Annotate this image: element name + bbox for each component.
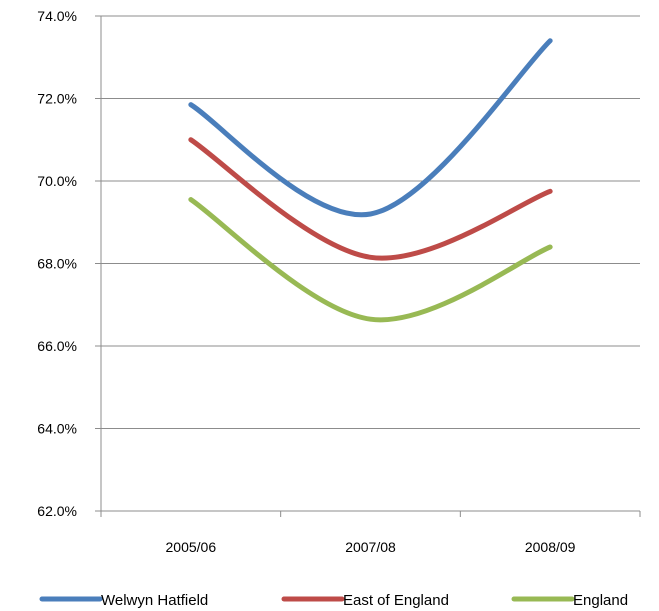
x-tick-label: 2008/09 xyxy=(525,539,576,555)
gridlines xyxy=(101,15,640,429)
axes: 62.0% 64.0% 66.0% 68.0% 70.0% 72.0% 74.0% 2005/… xyxy=(37,8,641,555)
y-tick-label: 74.0% xyxy=(37,8,77,24)
series-line-england xyxy=(188,197,553,323)
legend-item-welwyn-hatfield: Welwyn Hatfield xyxy=(39,592,208,609)
x-tick-label: 2007/08 xyxy=(345,539,396,555)
y-tick-label: 70.0% xyxy=(37,173,77,189)
series-line-welwyn-hatfield xyxy=(188,38,553,218)
legend-item-england: England xyxy=(511,592,628,609)
y-tick-label: 66.0% xyxy=(37,338,77,354)
y-tick-label: 68.0% xyxy=(37,256,77,272)
series-line-east-of-england xyxy=(188,137,553,261)
series-lines xyxy=(188,38,553,323)
legend-label: East of England xyxy=(343,592,449,609)
legend-item-east-of-england: East of England xyxy=(281,592,449,609)
legend-label: Welwyn Hatfield xyxy=(101,592,208,609)
y-tick-label: 64.0% xyxy=(37,421,77,437)
legend: Welwyn Hatfield East of England England xyxy=(39,592,628,609)
y-tick-label: 62.0% xyxy=(37,503,77,519)
legend-label: England xyxy=(573,592,628,609)
x-tick-label: 2005/06 xyxy=(166,539,217,555)
y-tick-label: 72.0% xyxy=(37,91,77,107)
